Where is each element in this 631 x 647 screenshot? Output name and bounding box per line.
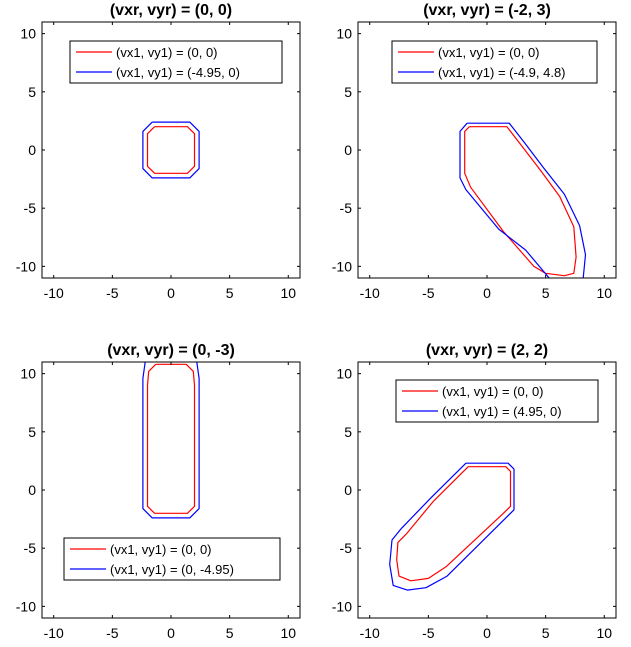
y-tick-label: -5	[340, 200, 353, 216]
y-tick-label: 0	[344, 482, 352, 498]
legend-label-2: (vx1, vy1) = (-4.9, 4.8)	[438, 65, 566, 80]
x-tick-label: 5	[226, 285, 234, 301]
series-group	[459, 122, 587, 278]
y-tick-label: -10	[16, 598, 36, 614]
y-tick-label: 0	[28, 482, 36, 498]
x-tick-label: -10	[44, 625, 64, 641]
y-tick-label: 5	[344, 424, 352, 440]
y-tick-label: -5	[24, 200, 37, 216]
y-tick-label: -10	[332, 598, 352, 614]
legend-box	[391, 40, 598, 84]
x-tick-label: -5	[106, 285, 119, 301]
legend: (vx1, vy1) = (0, 0) (vx1, vy1) = (-4.9, 4…	[391, 40, 598, 84]
subplot-3: -10 -5 0 5 10 -10 -5 0 5 10 (vxr, vyr) = (0, -3) (v…	[16, 342, 301, 641]
series-line-2	[142, 121, 200, 179]
series-line-2	[142, 362, 200, 519]
y-tick-label: 0	[344, 142, 352, 158]
x-tick-label: 10	[596, 285, 612, 301]
x-tick-label: -5	[422, 285, 435, 301]
legend-box	[63, 537, 281, 581]
chart-title: (vxr, vyr) = (0, -3)	[107, 342, 235, 359]
x-tick-label: -5	[422, 625, 435, 641]
legend-label-1: (vx1, vy1) = (0, 0)	[442, 384, 544, 399]
y-tick-label: 10	[336, 26, 352, 42]
chart-title: (vxr, vyr) = (-2, 3)	[423, 2, 551, 19]
x-tick-label: 0	[483, 285, 491, 301]
x-tick-label: 10	[280, 625, 296, 641]
legend-label-2: (vx1, vy1) = (0, -4.95)	[110, 562, 234, 577]
y-tick-label: 0	[28, 142, 36, 158]
y-tick-label: -5	[340, 540, 353, 556]
x-tick-label: 0	[483, 625, 491, 641]
x-tick-label: -10	[360, 285, 380, 301]
y-tick-label: 10	[20, 366, 36, 382]
legend: (vx1, vy1) = (0, 0) (vx1, vy1) = (4.95, 0…	[395, 379, 599, 423]
series-group	[389, 462, 515, 591]
y-tick-label: -10	[332, 258, 352, 274]
series-line-1	[146, 363, 196, 514]
x-tick-label: 5	[542, 285, 550, 301]
series-line-1	[464, 126, 577, 277]
legend-box	[69, 40, 283, 84]
x-tick-label: -10	[360, 625, 380, 641]
x-tick-label: 5	[542, 625, 550, 641]
x-tick-label: 10	[596, 625, 612, 641]
y-tick-label: 10	[336, 366, 352, 382]
y-tick-label: 10	[20, 26, 36, 42]
subplot-2: -10 -5 0 5 10 -10 -5 0 5 10 (vxr, vyr) = (-2, 3) (v…	[332, 2, 617, 301]
y-tick-label: 5	[344, 84, 352, 100]
series-group	[142, 362, 200, 519]
legend-label-2: (vx1, vy1) = (4.95, 0)	[442, 404, 562, 419]
series-line-2	[459, 122, 587, 278]
legend-label-2: (vx1, vy1) = (-4.95, 0)	[116, 65, 240, 80]
chart-title: (vxr, vyr) = (2, 2)	[426, 342, 548, 359]
legend: (vx1, vy1) = (0, 0) (vx1, vy1) = (0, -4.9…	[63, 537, 281, 581]
y-tick-label: -5	[24, 540, 37, 556]
x-tick-label: 0	[167, 625, 175, 641]
x-tick-label: 10	[280, 285, 296, 301]
y-tick-label: 5	[28, 84, 36, 100]
x-tick-label: 0	[167, 285, 175, 301]
series-line-1	[146, 126, 196, 174]
legend-label-1: (vx1, vy1) = (0, 0)	[116, 45, 218, 60]
y-tick-label: 5	[28, 424, 36, 440]
chart-title: (vxr, vyr) = (0, 0)	[110, 2, 232, 19]
subplot-4: -10 -5 0 5 10 -10 -5 0 5 10 (vxr, vyr) = (2, 2) (vx…	[332, 342, 617, 641]
series-line-1	[396, 466, 512, 582]
legend-box	[395, 379, 599, 423]
legend-label-1: (vx1, vy1) = (0, 0)	[438, 45, 540, 60]
legend: (vx1, vy1) = (0, 0) (vx1, vy1) = (-4.95, …	[69, 40, 283, 84]
subplot-1: -10 -5 0 5 10 -10 -5 0 5 10 (vxr, vyr) = (0, 0) (vx…	[16, 2, 301, 301]
x-tick-label: -5	[106, 625, 119, 641]
legend-label-1: (vx1, vy1) = (0, 0)	[110, 542, 212, 557]
series-line-2	[389, 462, 515, 591]
x-tick-label: 5	[226, 625, 234, 641]
x-tick-label: -10	[44, 285, 64, 301]
series-group	[142, 121, 200, 179]
y-tick-label: -10	[16, 258, 36, 274]
